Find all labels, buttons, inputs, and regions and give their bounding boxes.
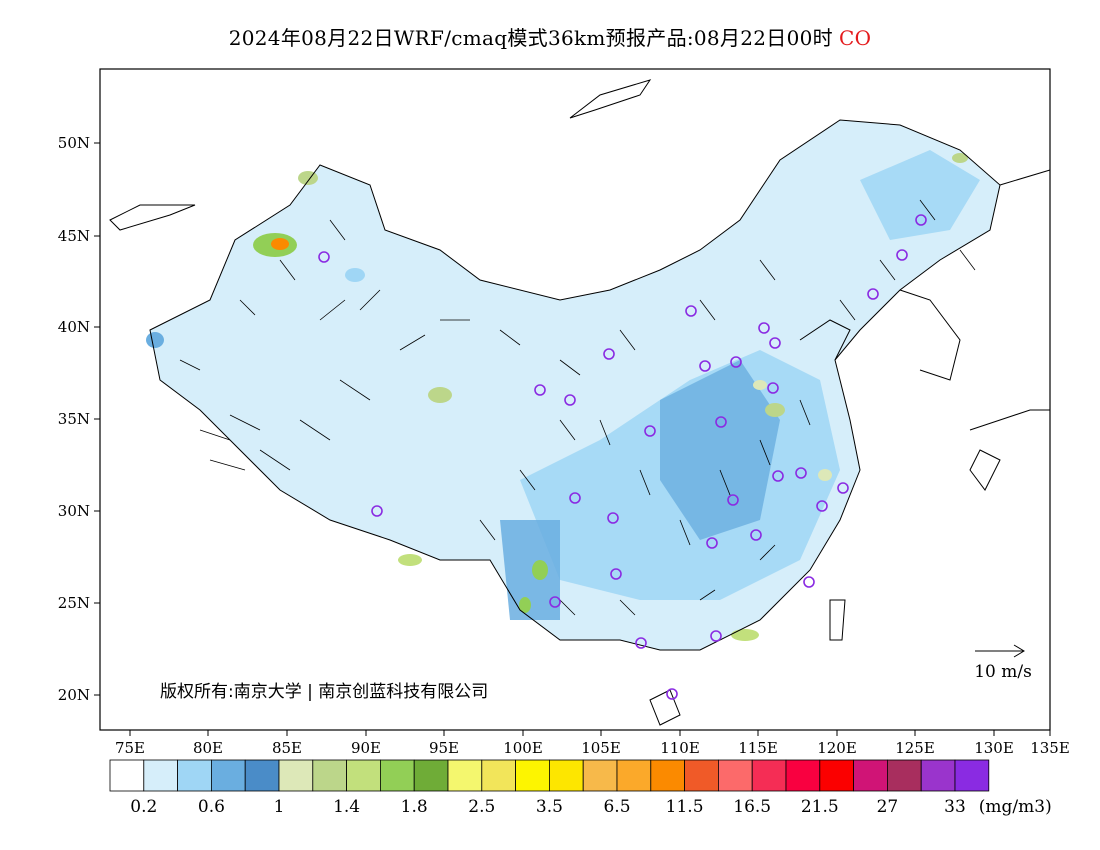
legend-swatch: [278, 759, 314, 792]
legend-swatch: [413, 759, 449, 792]
legend-swatch: [346, 759, 381, 792]
lon-tick-125e: 125E: [895, 739, 935, 757]
legend-label: 21.5: [801, 797, 839, 817]
legend-swatch: [853, 759, 888, 792]
lat-tick-20n: 20N: [58, 686, 90, 704]
legend-label: 11.5: [666, 797, 704, 817]
legend-swatch: [920, 759, 956, 792]
axis-ticks: [94, 142, 1051, 736]
boundaries: [109, 79, 1051, 726]
lon-tick-95e: 95E: [429, 739, 459, 757]
lon-tick-105e: 105E: [581, 739, 621, 757]
legend-swatch: [481, 759, 516, 792]
lat-tick-40n: 40N: [58, 318, 90, 336]
lat-tick-50n: 50N: [58, 134, 90, 152]
legend-swatch: [650, 759, 685, 792]
color-legend: 0.2 0.6 1 1.4 1.8 2.5 3.5 6.5 11.5 16.5 21.5 27 33 (m…: [109, 759, 1052, 817]
legend-swatch: [684, 759, 719, 792]
reference-vector-label: 10 m/s: [974, 662, 1032, 682]
lat-tick-35n: 35N: [58, 410, 90, 428]
legend-label: 6.5: [603, 797, 630, 817]
map-title: 2024年08月22日WRF/cmaq模式36km预报产品:08月22日00时 C…: [0, 22, 1100, 51]
lon-tick-90e: 90E: [351, 739, 381, 757]
legend-swatch: [751, 759, 787, 792]
lon-tick-115e: 115E: [738, 739, 778, 757]
legend-label: 16.5: [733, 797, 771, 817]
legend-swatch: [887, 759, 922, 792]
lon-tick-80e: 80E: [193, 739, 223, 757]
lon-tick-labels: 75E 80E 85E 90E 95E 100E 105E 110E 115E …: [115, 739, 1070, 757]
legend-unit: (mg/m3): [979, 797, 1052, 817]
legend-label: 2.5: [468, 797, 495, 817]
legend-swatch: [244, 759, 280, 792]
concentration-field: [146, 120, 1000, 650]
copyright-text: 版权所有:南京大学 | 南京创蓝科技有限公司: [160, 682, 488, 702]
legend-swatch: [785, 759, 821, 792]
lon-tick-120e: 120E: [817, 739, 857, 757]
legend-swatch: [718, 759, 753, 792]
legend-swatch: [143, 759, 179, 792]
lon-tick-100e: 100E: [503, 739, 543, 757]
legend-swatch: [616, 759, 652, 792]
lon-tick-110e: 110E: [660, 739, 700, 757]
legend-swatch: [312, 759, 347, 792]
wind-vectors: [179, 199, 976, 616]
legend-label: 1: [274, 797, 285, 817]
lat-tick-45n: 45N: [58, 227, 90, 245]
legend-swatch: [954, 759, 990, 792]
lon-tick-75e: 75E: [115, 739, 145, 757]
legend-label: 0.6: [198, 797, 225, 817]
legend-label: 0.2: [130, 797, 157, 817]
legend-label: 3.5: [536, 797, 563, 817]
reference-arrow-icon: [975, 644, 1025, 658]
legend-swatch: [582, 759, 618, 792]
legend-swatch: [177, 759, 212, 792]
lon-tick-130e: 130E: [974, 739, 1014, 757]
lon-tick-85e: 85E: [272, 739, 302, 757]
title-species: CO: [838, 26, 872, 50]
legend-label: 33: [944, 797, 966, 817]
title-main: 2024年08月22日WRF/cmaq模式36km预报产品:08月22日00时: [228, 26, 833, 50]
legend-swatch: [109, 759, 145, 792]
lat-tick-30n: 30N: [58, 502, 90, 520]
legend-swatch: [210, 759, 246, 792]
legend-swatch: [379, 759, 415, 792]
legend-label: 27: [877, 797, 899, 817]
lat-tick-labels: 50N 45N 40N 35N 30N 25N 20N: [58, 134, 90, 704]
reference-vector: 10 m/s: [974, 644, 1032, 682]
legend-label: 1.8: [401, 797, 428, 817]
station-markers: [318, 214, 927, 700]
lat-tick-25n: 25N: [58, 594, 90, 612]
legend-label: 1.4: [333, 797, 360, 817]
legend-swatch: [819, 759, 854, 792]
legend-swatch: [549, 759, 584, 792]
legend-swatch: [515, 759, 550, 792]
lon-tick-135e: 135E: [1030, 739, 1070, 757]
legend-swatch: [447, 759, 483, 792]
